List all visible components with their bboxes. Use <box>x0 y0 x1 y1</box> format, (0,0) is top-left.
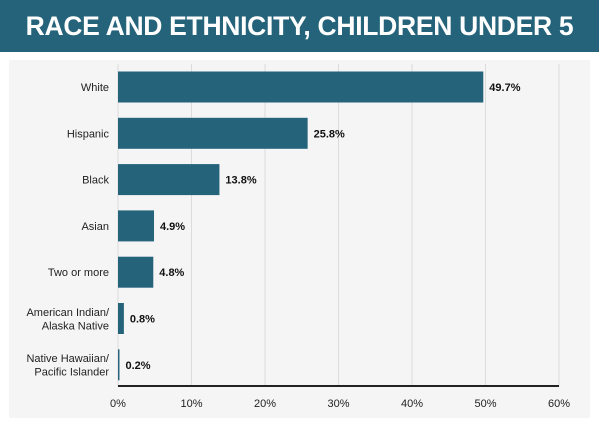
category-label-2: Black <box>82 175 109 187</box>
bar-2 <box>118 164 220 196</box>
category-label-3: Asian <box>81 221 109 233</box>
value-label-5: 0.8% <box>130 314 155 326</box>
value-label-6: 0.2% <box>125 360 150 372</box>
value-label-1: 25.8% <box>314 128 345 140</box>
chart-title: RACE AND ETHNICITY, CHILDREN UNDER 5 <box>25 10 574 41</box>
category-label-5-line-0: American Indian/ <box>26 307 109 319</box>
category-label-6-line-0: Native Hawaiian/ <box>26 353 109 365</box>
bar-4 <box>118 256 154 288</box>
category-label-4: Two or more <box>48 267 109 279</box>
bar-3 <box>118 210 155 242</box>
x-tick-label-60pct: 60% <box>548 398 570 410</box>
x-tick-label-0pct: 0% <box>110 398 126 410</box>
x-tick-label-50pct: 50% <box>474 398 496 410</box>
x-tick-label-30pct: 30% <box>327 398 349 410</box>
value-label-4: 4.8% <box>159 267 184 279</box>
category-label-0: White <box>81 82 109 94</box>
title-bar: RACE AND ETHNICITY, CHILDREN UNDER 5 <box>0 0 599 52</box>
x-tick-label-20pct: 20% <box>254 398 276 410</box>
category-label-5-line-1: Alaska Native <box>42 320 109 332</box>
value-label-0: 49.7% <box>489 82 520 94</box>
bar-0 <box>118 71 484 103</box>
value-label-3: 4.9% <box>160 221 185 233</box>
bar-5 <box>118 303 124 334</box>
value-label-2: 13.8% <box>225 175 256 187</box>
bar-6 <box>118 349 120 381</box>
bar-1 <box>118 117 308 149</box>
x-tick-label-10pct: 10% <box>180 398 202 410</box>
x-tick-label-40pct: 40% <box>401 398 423 410</box>
category-label-6-line-1: Pacific Islander <box>34 367 109 379</box>
category-label-1: Hispanic <box>67 128 110 140</box>
